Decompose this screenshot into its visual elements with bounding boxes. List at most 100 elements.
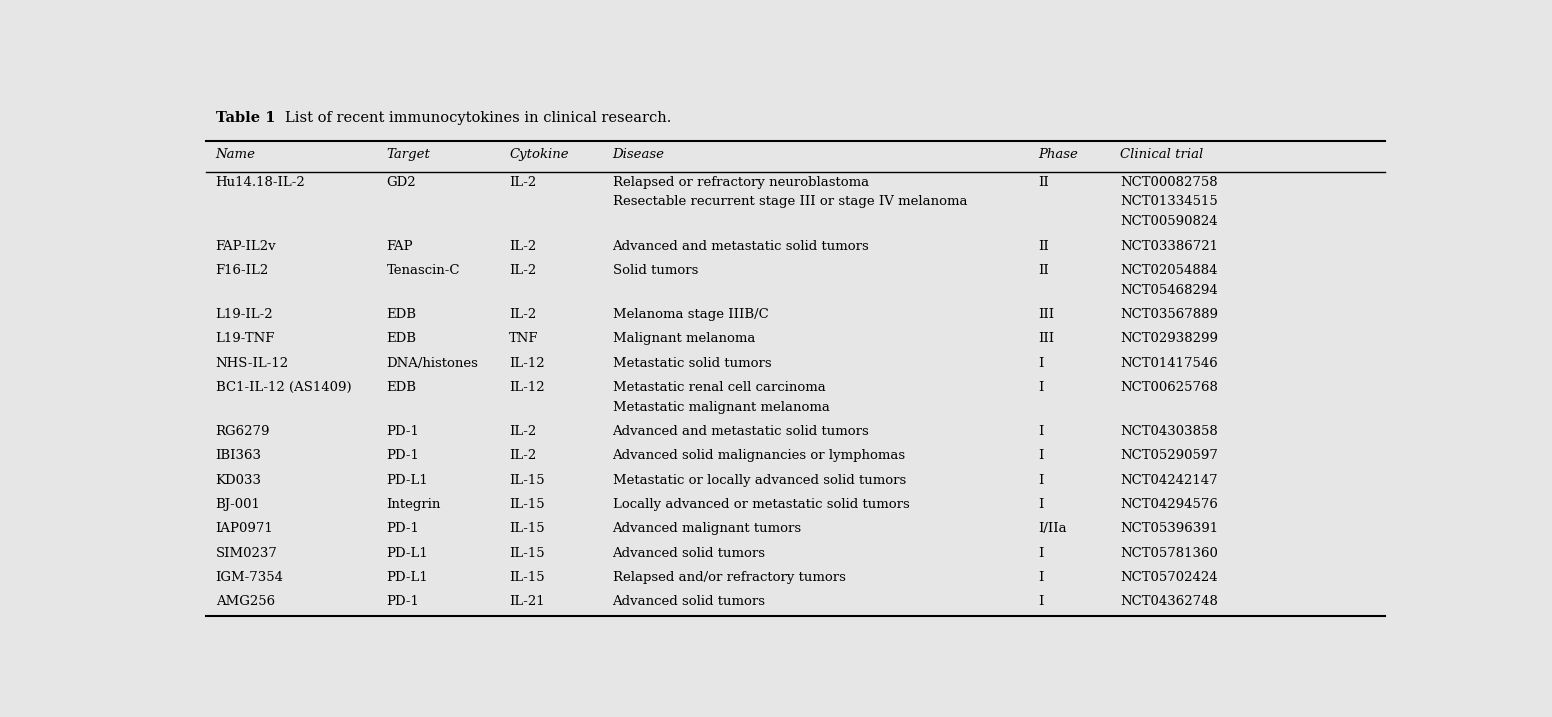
Text: NCT03567889: NCT03567889 (1121, 308, 1218, 321)
Text: EDB: EDB (386, 308, 416, 321)
Text: DNA/histones: DNA/histones (386, 356, 478, 370)
Text: Advanced solid tumors: Advanced solid tumors (613, 546, 765, 559)
Text: IL-15: IL-15 (509, 546, 545, 559)
Text: Advanced solid tumors: Advanced solid tumors (613, 595, 765, 608)
Text: IL-12: IL-12 (509, 356, 545, 370)
Text: IL-2: IL-2 (509, 425, 537, 438)
Text: NCT00082758: NCT00082758 (1121, 176, 1218, 189)
Text: IBI363: IBI363 (216, 450, 262, 462)
Text: Solid tumors: Solid tumors (613, 264, 698, 277)
Text: BC1-IL-12 (AS1409): BC1-IL-12 (AS1409) (216, 381, 351, 394)
Text: IL-21: IL-21 (509, 595, 545, 608)
Text: PD-1: PD-1 (386, 522, 419, 536)
Text: IL-2: IL-2 (509, 450, 537, 462)
Text: I: I (1038, 356, 1044, 370)
Text: Melanoma stage IIIB/C: Melanoma stage IIIB/C (613, 308, 768, 321)
Text: IL-2: IL-2 (509, 176, 537, 189)
Text: NCT01417546: NCT01417546 (1121, 356, 1218, 370)
Text: PD-L1: PD-L1 (386, 571, 428, 584)
Text: NCT03386721: NCT03386721 (1121, 239, 1218, 252)
Text: NCT05702424: NCT05702424 (1121, 571, 1218, 584)
Text: TNF: TNF (509, 333, 539, 346)
Text: NCT04242147: NCT04242147 (1121, 474, 1218, 487)
Text: IL-2: IL-2 (509, 239, 537, 252)
Text: II: II (1038, 264, 1049, 277)
Text: BJ-001: BJ-001 (216, 498, 261, 511)
Text: II: II (1038, 239, 1049, 252)
Text: NCT05781360: NCT05781360 (1121, 546, 1218, 559)
Text: I: I (1038, 450, 1044, 462)
Text: Metastatic malignant melanoma: Metastatic malignant melanoma (613, 401, 829, 414)
Text: I: I (1038, 571, 1044, 584)
Text: NCT02054884: NCT02054884 (1121, 264, 1218, 277)
Text: NCT04303858: NCT04303858 (1121, 425, 1218, 438)
Text: Clinical trial: Clinical trial (1121, 148, 1203, 161)
Text: Malignant melanoma: Malignant melanoma (613, 333, 754, 346)
Text: NCT05468294: NCT05468294 (1121, 284, 1218, 297)
Text: RG6279: RG6279 (216, 425, 270, 438)
Text: Hu14.18-IL-2: Hu14.18-IL-2 (216, 176, 306, 189)
Text: IAP0971: IAP0971 (216, 522, 273, 536)
Text: NCT00625768: NCT00625768 (1121, 381, 1218, 394)
Text: I: I (1038, 595, 1044, 608)
Text: Target: Target (386, 148, 430, 161)
Text: Locally advanced or metastatic solid tumors: Locally advanced or metastatic solid tum… (613, 498, 909, 511)
Text: Relapsed or refractory neuroblastoma: Relapsed or refractory neuroblastoma (613, 176, 869, 189)
Text: NCT01334515: NCT01334515 (1121, 196, 1218, 209)
Text: NCT05396391: NCT05396391 (1121, 522, 1218, 536)
Text: III: III (1038, 333, 1054, 346)
Text: Advanced and metastatic solid tumors: Advanced and metastatic solid tumors (613, 425, 869, 438)
Text: IL-2: IL-2 (509, 264, 537, 277)
Text: PD-1: PD-1 (386, 425, 419, 438)
Text: IL-15: IL-15 (509, 474, 545, 487)
Text: Integrin: Integrin (386, 498, 441, 511)
Text: Relapsed and/or refractory tumors: Relapsed and/or refractory tumors (613, 571, 846, 584)
Text: NCT04362748: NCT04362748 (1121, 595, 1218, 608)
Text: NCT05290597: NCT05290597 (1121, 450, 1218, 462)
Text: I/IIa: I/IIa (1038, 522, 1066, 536)
Text: Cytokine: Cytokine (509, 148, 568, 161)
Text: I: I (1038, 498, 1044, 511)
Text: Metastatic solid tumors: Metastatic solid tumors (613, 356, 771, 370)
Text: SIM0237: SIM0237 (216, 546, 278, 559)
Text: IL-2: IL-2 (509, 308, 537, 321)
Text: Disease: Disease (613, 148, 664, 161)
Text: IL-15: IL-15 (509, 498, 545, 511)
Text: I: I (1038, 546, 1044, 559)
Text: NCT04294576: NCT04294576 (1121, 498, 1218, 511)
Text: PD-1: PD-1 (386, 450, 419, 462)
Text: Metastatic renal cell carcinoma: Metastatic renal cell carcinoma (613, 381, 826, 394)
Text: EDB: EDB (386, 381, 416, 394)
Text: III: III (1038, 308, 1054, 321)
Text: GD2: GD2 (386, 176, 416, 189)
Text: I: I (1038, 381, 1044, 394)
Text: F16-IL2: F16-IL2 (216, 264, 268, 277)
Text: KD033: KD033 (216, 474, 262, 487)
Text: Phase: Phase (1038, 148, 1079, 161)
Text: IL-12: IL-12 (509, 381, 545, 394)
Text: PD-L1: PD-L1 (386, 546, 428, 559)
Text: PD-1: PD-1 (386, 595, 419, 608)
Text: I: I (1038, 474, 1044, 487)
Text: IGM-7354: IGM-7354 (216, 571, 284, 584)
Text: L19-TNF: L19-TNF (216, 333, 275, 346)
Text: AMG256: AMG256 (216, 595, 275, 608)
Text: IL-15: IL-15 (509, 522, 545, 536)
Text: Advanced malignant tumors: Advanced malignant tumors (613, 522, 802, 536)
Text: PD-L1: PD-L1 (386, 474, 428, 487)
Text: Advanced and metastatic solid tumors: Advanced and metastatic solid tumors (613, 239, 869, 252)
Text: EDB: EDB (386, 333, 416, 346)
Text: NHS-IL-12: NHS-IL-12 (216, 356, 289, 370)
Text: List of recent immunocytokines in clinical research.: List of recent immunocytokines in clinic… (286, 111, 672, 125)
Text: Advanced solid malignancies or lymphomas: Advanced solid malignancies or lymphomas (613, 450, 906, 462)
Text: Tenascin-C: Tenascin-C (386, 264, 459, 277)
Text: IL-15: IL-15 (509, 571, 545, 584)
Text: Metastatic or locally advanced solid tumors: Metastatic or locally advanced solid tum… (613, 474, 906, 487)
Text: Table 1: Table 1 (216, 111, 275, 125)
Text: I: I (1038, 425, 1044, 438)
Text: Resectable recurrent stage III or stage IV melanoma: Resectable recurrent stage III or stage … (613, 196, 967, 209)
Text: L19-IL-2: L19-IL-2 (216, 308, 273, 321)
Text: NCT00590824: NCT00590824 (1121, 215, 1218, 228)
Text: II: II (1038, 176, 1049, 189)
Text: NCT02938299: NCT02938299 (1121, 333, 1218, 346)
